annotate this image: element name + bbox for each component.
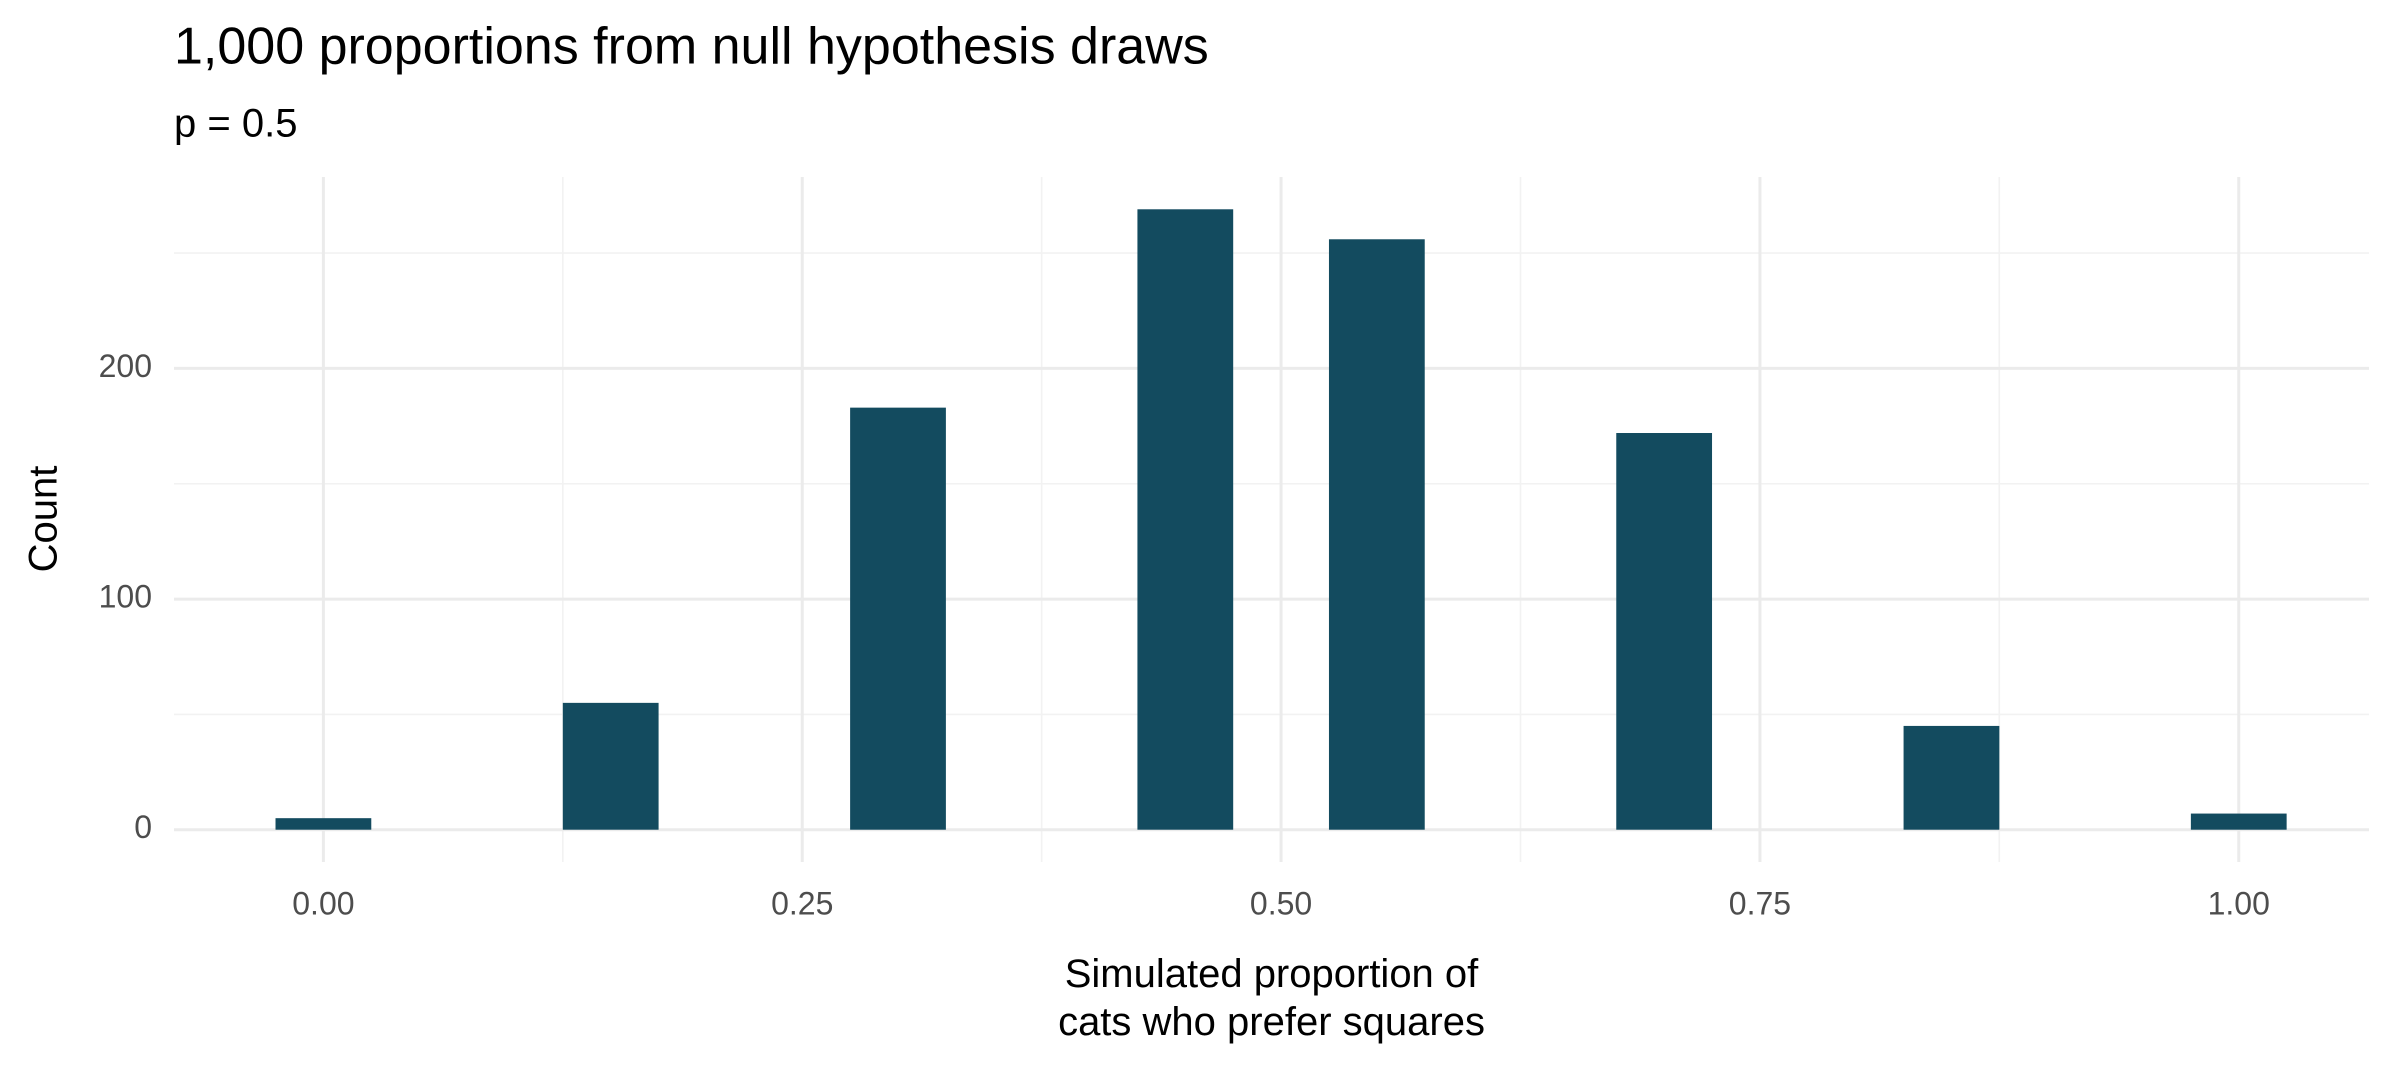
y-tick-label: 0 (134, 809, 152, 845)
x-axis-title: Simulated proportion of cats who prefer … (1058, 952, 1485, 1044)
bar (275, 818, 372, 830)
bar (1616, 433, 1713, 830)
bar (1903, 725, 2000, 830)
x-tick-label: 0.25 (771, 885, 833, 921)
bar (1137, 209, 1234, 830)
bar (2190, 813, 2287, 830)
y-axis-title: Count (22, 466, 66, 573)
x-tick-label: 0.00 (292, 885, 354, 921)
chart-title: 1,000 proportions from null hypothesis d… (174, 18, 1209, 76)
bar (850, 407, 946, 830)
y-tick-label: 200 (99, 348, 152, 384)
bar (1328, 239, 1425, 830)
x-tick-label: 1.00 (2208, 885, 2270, 921)
y-tick-label: 100 (99, 579, 152, 615)
bar (562, 702, 659, 830)
chart-subtitle: p = 0.5 (174, 102, 297, 146)
x-tick-label: 0.50 (1250, 885, 1312, 921)
x-tick-label: 0.75 (1729, 885, 1791, 921)
